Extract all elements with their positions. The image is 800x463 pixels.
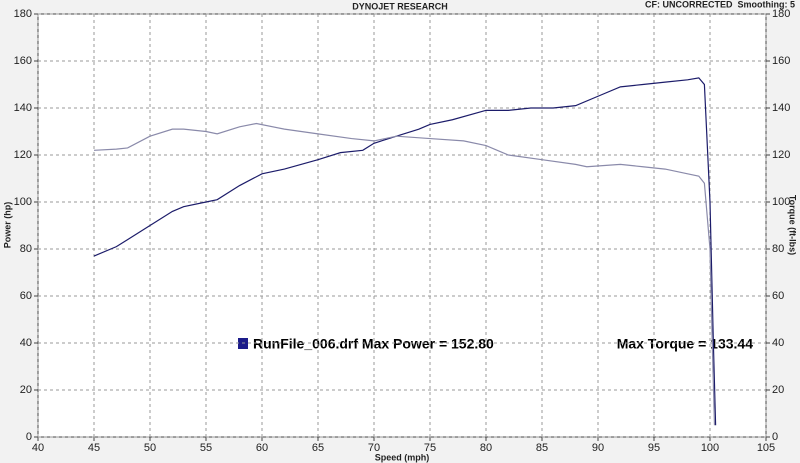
annotation: Max Torque = 133.44	[617, 336, 754, 352]
y-tick-label: 60	[20, 290, 32, 302]
x-tick-label: 60	[256, 442, 268, 454]
y-axis-label: Power (hp)	[2, 202, 12, 249]
y2-tick-label: 140	[772, 102, 790, 114]
x-tick-label: 55	[200, 442, 212, 454]
y2-tick-label: 40	[772, 337, 784, 349]
x-tick-label: 70	[368, 442, 380, 454]
y2-tick-label: 180	[772, 8, 790, 20]
y-tick-label: 40	[20, 337, 32, 349]
y2-tick-label: 60	[772, 290, 784, 302]
x-tick-label: 45	[88, 442, 100, 454]
chart-title: DYNOJET RESEARCH	[352, 1, 448, 11]
x-tick-label: 95	[648, 442, 660, 454]
y-tick-label: 160	[14, 55, 32, 67]
x-tick-label: 90	[592, 442, 604, 454]
x-tick-label: 85	[536, 442, 548, 454]
annotation: RunFile_006.drf Max Power = 152.80	[253, 336, 494, 352]
x-tick-label: 75	[424, 442, 436, 454]
y2-axis-label: Torque (ft-lbs)	[788, 195, 798, 255]
y-tick-label: 0	[26, 431, 32, 443]
y2-tick-label: 100	[772, 196, 790, 208]
y-tick-label: 20	[20, 384, 32, 396]
chart-subtitle: CF: UNCORRECTED Smoothing: 5	[645, 0, 795, 9]
line-series	[93, 122, 716, 426]
x-axis-label: Speed (mph)	[375, 452, 430, 462]
y2-tick-label: 0	[772, 431, 778, 443]
y-tick-label: 120	[14, 149, 32, 161]
x-tick-label: 65	[312, 442, 324, 454]
x-tick-label: 100	[701, 442, 719, 454]
y-tick-label: 80	[20, 243, 32, 255]
x-tick-label: 50	[144, 442, 156, 454]
y2-tick-label: 20	[772, 384, 784, 396]
y-tick-label: 100	[14, 196, 32, 208]
y-tick-label: 140	[14, 102, 32, 114]
y2-tick-label: 80	[772, 243, 784, 255]
x-tick-label: 40	[32, 442, 44, 454]
y-tick-label: 180	[14, 8, 32, 20]
line-series	[93, 77, 717, 426]
plot-area	[37, 13, 767, 438]
x-tick-label: 80	[480, 442, 492, 454]
x-tick-label: 105	[757, 442, 775, 454]
y2-tick-label: 120	[772, 149, 790, 161]
y2-tick-label: 160	[772, 55, 790, 67]
